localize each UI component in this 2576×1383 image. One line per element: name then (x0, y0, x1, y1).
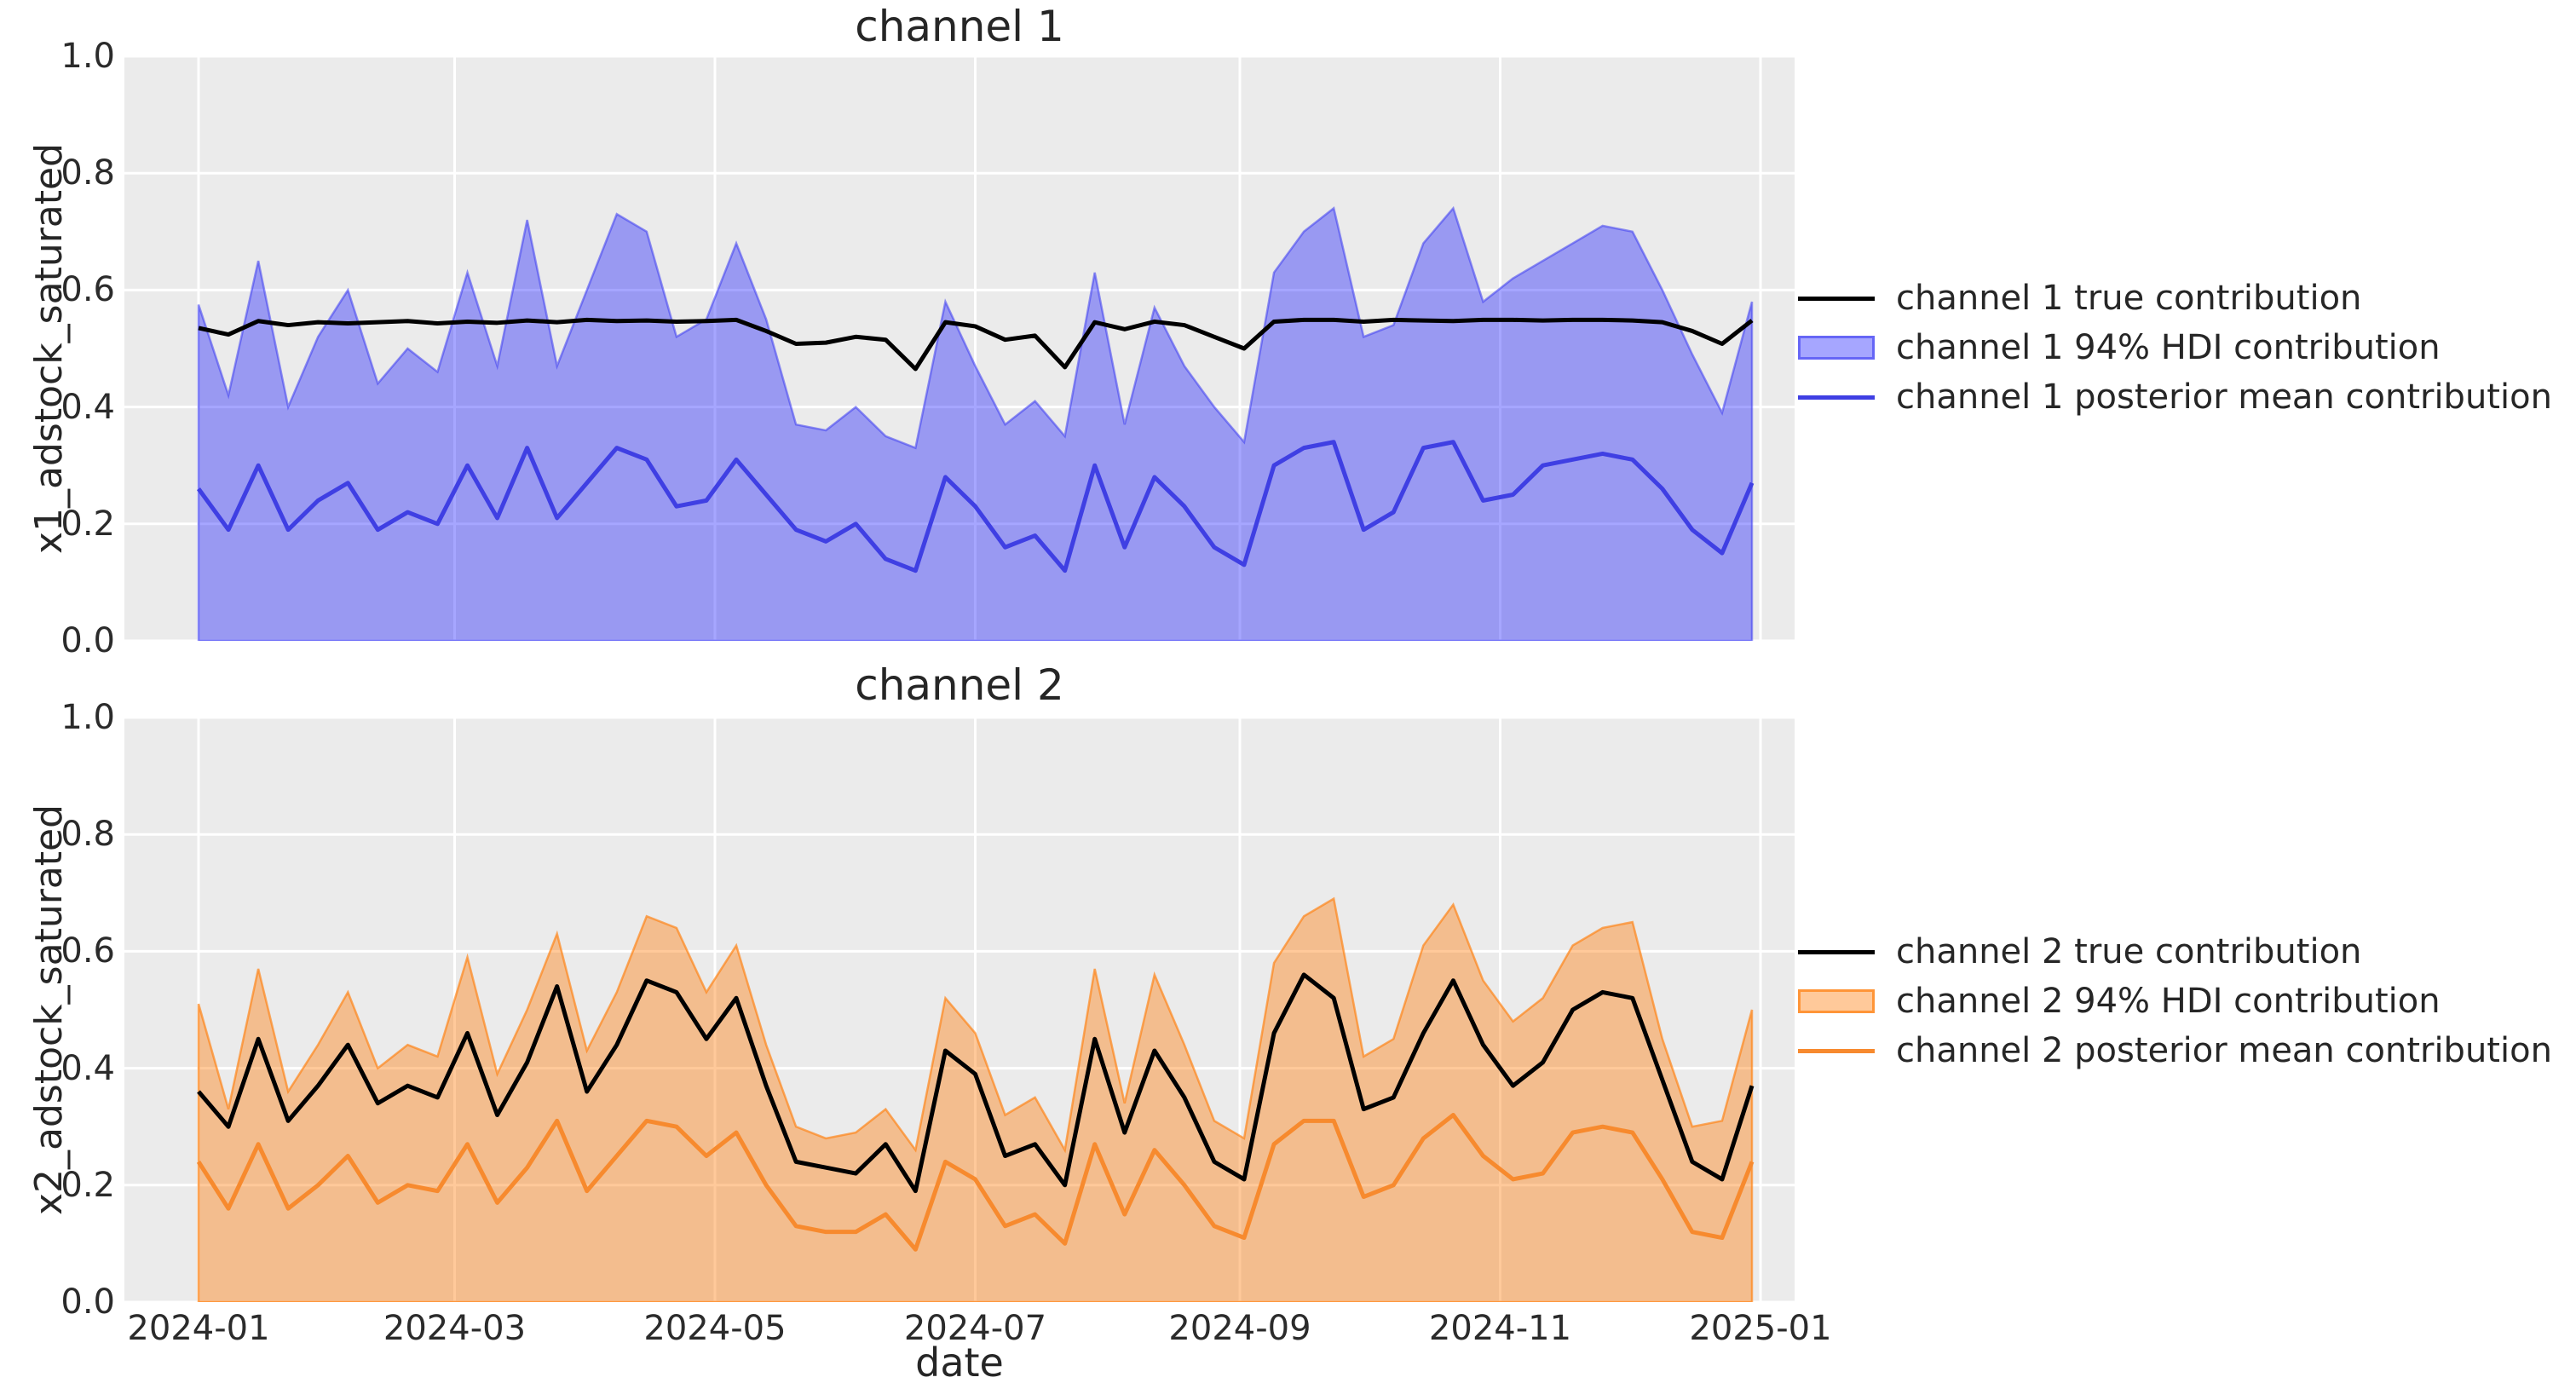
y-tick-label: 1.0 (61, 698, 115, 737)
true-contribution-line (197, 972, 1755, 1194)
legend-label: channel 1 posterior mean contribution (1896, 377, 2552, 417)
x-tick-label: 2024-11 (1428, 1309, 1572, 1348)
x-tick-label: 2025-01 (1689, 1309, 1832, 1348)
y-tick-label: 0.4 (61, 1048, 115, 1088)
plot-background (124, 56, 1795, 641)
true-line-sample (1798, 949, 1875, 954)
x-axis-label: date (915, 1340, 1004, 1383)
legend-label: channel 2 true contribution (1896, 932, 2362, 971)
posterior-mean-line-sample (1798, 1048, 1875, 1053)
y-tick-label: 0.8 (61, 153, 115, 193)
chart2-canvas (124, 717, 1795, 1302)
chart2-legend: channel 2 true contribution channel 2 94… (1798, 927, 2552, 1075)
legend-label: channel 2 posterior mean contribution (1896, 1031, 2552, 1070)
legend-label: channel 1 94% HDI contribution (1896, 328, 2441, 367)
legend-row: channel 1 94% HDI contribution (1798, 323, 2552, 372)
chart1-canvas (124, 56, 1795, 641)
posterior-mean-line-sample (1798, 395, 1875, 400)
hdi-band (197, 896, 1754, 1302)
chart2-title: channel 2 (855, 660, 1064, 710)
x-tick-label: 2024-03 (383, 1309, 527, 1348)
y-tick-label: 0.8 (61, 815, 115, 855)
y-tick-label: 0.0 (61, 1282, 115, 1322)
x-tick-label: 2024-07 (903, 1309, 1047, 1348)
hdi-band (197, 205, 1754, 641)
y-tick-label: 0.4 (61, 387, 115, 427)
chart1-title: channel 1 (855, 2, 1064, 51)
true-line-sample (1798, 296, 1875, 301)
plot-background (124, 717, 1795, 1302)
gridlines (124, 56, 1795, 641)
y-tick-label: 0.6 (61, 931, 115, 971)
x-tick-label: 2024-01 (127, 1309, 270, 1348)
y-tick-label: 0.0 (61, 621, 115, 660)
posterior-mean-line (196, 1112, 1755, 1252)
chart2-plot-area (124, 717, 1795, 1302)
legend-label: channel 2 94% HDI contribution (1896, 982, 2441, 1021)
posterior-mean-line (196, 440, 1755, 573)
chart2-y-axis-label: x2_adstock_saturated (27, 804, 71, 1216)
legend-row: channel 2 true contribution (1798, 927, 2552, 977)
y-tick-label: 0.2 (61, 1165, 115, 1205)
legend-row: channel 1 true contribution (1798, 274, 2552, 323)
true-contribution-line (198, 317, 1754, 372)
chart1-plot-area (124, 56, 1795, 641)
y-tick-label: 0.2 (61, 504, 115, 544)
x-tick-label: 2024-09 (1168, 1309, 1311, 1348)
hdi-patch-sample (1798, 989, 1875, 1013)
x-tick-label: 2024-05 (643, 1309, 787, 1348)
legend-label: channel 1 true contribution (1896, 279, 2362, 318)
y-tick-label: 0.6 (61, 270, 115, 310)
hdi-patch-sample (1798, 336, 1875, 360)
legend-row: channel 2 94% HDI contribution (1798, 977, 2552, 1026)
y-tick-label: 1.0 (61, 37, 115, 76)
legend-row: channel 1 posterior mean contribution (1798, 372, 2552, 422)
legend-row: channel 2 posterior mean contribution (1798, 1026, 2552, 1075)
chart1-legend: channel 1 true contribution channel 1 94… (1798, 274, 2552, 422)
